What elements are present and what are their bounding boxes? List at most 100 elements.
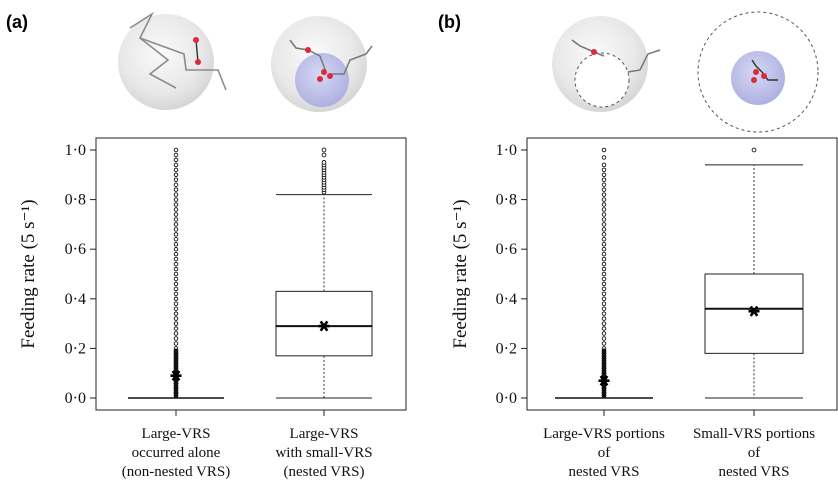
outlier-point (173, 301, 179, 307)
plot-frame (526, 137, 838, 411)
feeding-point (305, 47, 311, 53)
outlier-point (601, 182, 607, 187)
x-category-label: nested VRS (719, 464, 790, 480)
y-tick-label: 1·0 (496, 142, 517, 159)
panel-label-b: (b) (438, 12, 461, 32)
outlier-point (173, 147, 179, 153)
outlier-point (173, 232, 179, 237)
outlier-point (173, 162, 179, 168)
outlier-point (601, 167, 607, 173)
outlier-point (601, 207, 607, 212)
outlier-point (601, 296, 607, 302)
outlier-point (601, 197, 607, 202)
x-category-label: Large-VRS (290, 426, 359, 442)
boxplot-panel-a: 0·0 0·2 0·4 0·6 0·8 1·0 Feeding rate (5 s⁻¹) La… (18, 137, 407, 480)
outlier-point (173, 222, 179, 227)
outlier-point (173, 266, 179, 272)
outlier-point (173, 217, 179, 222)
outlier-point (601, 348, 607, 354)
mean-marker (170, 370, 182, 382)
outlier-point (173, 286, 179, 292)
outlier-point (173, 331, 179, 336)
movement-path (627, 49, 661, 73)
outlier-point (173, 348, 179, 354)
boxplot-panel-b: 0·0 0·2 0·4 0·6 0·8 1·0 Feeding rate (5 s⁻¹) La… (450, 137, 838, 480)
outlier-point (601, 155, 607, 160)
small-vrs-sphere (731, 51, 785, 105)
outlier-point (173, 281, 179, 287)
outlier-point (321, 152, 327, 158)
outlier-point (601, 276, 607, 282)
feeding-point (761, 73, 767, 79)
outlier-point (601, 331, 607, 336)
movement-path (129, 11, 177, 89)
feeding-point (753, 69, 759, 75)
mean-marker (598, 375, 610, 387)
x-category-label: Large-VRS (142, 426, 211, 442)
sphere-illustration-b2 (697, 11, 819, 133)
x-category-label: of (748, 445, 761, 461)
outlier-point (601, 246, 607, 252)
outlier-point (601, 237, 607, 242)
y-axis-label: Feeding rate (5 s⁻¹) (18, 199, 39, 348)
outlier-point (173, 182, 179, 187)
outlier-point (321, 160, 327, 165)
sphere-illustration-b1 (552, 16, 661, 112)
outlier-point (173, 197, 179, 202)
feeding-point (751, 77, 757, 83)
outlier-point (601, 187, 607, 192)
outlier-point (173, 177, 179, 183)
outlier-point (601, 227, 607, 232)
outlier-point (173, 296, 179, 302)
outlier-point (173, 172, 179, 178)
outlier-point (601, 301, 607, 307)
feeding-point (195, 59, 201, 65)
outlier-point (601, 147, 607, 153)
movement-path (139, 37, 227, 91)
outlier-point (601, 222, 607, 227)
outlier-point (173, 276, 179, 282)
sphere-illustration-a2 (271, 16, 373, 112)
outlier-point (173, 341, 179, 346)
x-category-label: (nested VRS) (284, 464, 365, 480)
movement-path (751, 59, 778, 81)
outlier-point (173, 311, 179, 316)
outlier-point (173, 241, 179, 247)
outlier-point (601, 241, 607, 247)
outlier-point (173, 202, 179, 207)
y-tick-label: 0·0 (65, 390, 86, 407)
y-tick-label: 0·4 (65, 291, 86, 308)
outlier-point (173, 306, 179, 311)
outlier-point (601, 286, 607, 292)
outlier-point (173, 207, 179, 212)
outlier-point (601, 316, 607, 321)
outlier-point (601, 261, 607, 267)
outlier-point (601, 336, 607, 341)
y-tick-label: 0·8 (65, 192, 86, 209)
outlier-point (601, 291, 607, 297)
feeding-point (327, 73, 333, 79)
outlier-point (601, 212, 607, 217)
y-tick-label: 0·8 (496, 192, 517, 209)
outlier-point (173, 251, 179, 257)
outlier-point (173, 291, 179, 297)
mean-marker (318, 320, 330, 332)
y-tick-label: 0·4 (496, 291, 517, 308)
x-category-label: (non-nested VRS) (122, 464, 230, 480)
excluded-large-vrs (697, 11, 819, 133)
outlier-point (173, 212, 179, 217)
outlier-point (601, 321, 607, 326)
feeding-point (591, 49, 597, 55)
sphere-illustration-a1 (118, 11, 227, 110)
feeding-point (193, 37, 199, 43)
x-category-label: of (598, 445, 611, 461)
outlier-point (173, 167, 179, 173)
y-tick-label: 0·2 (65, 340, 86, 357)
outlier-point (173, 192, 179, 197)
box (704, 273, 804, 354)
outlier-point (173, 261, 179, 267)
movement-path (332, 45, 373, 75)
x-category-label: Large-VRS portions (543, 426, 665, 442)
outlier-point (751, 147, 757, 153)
